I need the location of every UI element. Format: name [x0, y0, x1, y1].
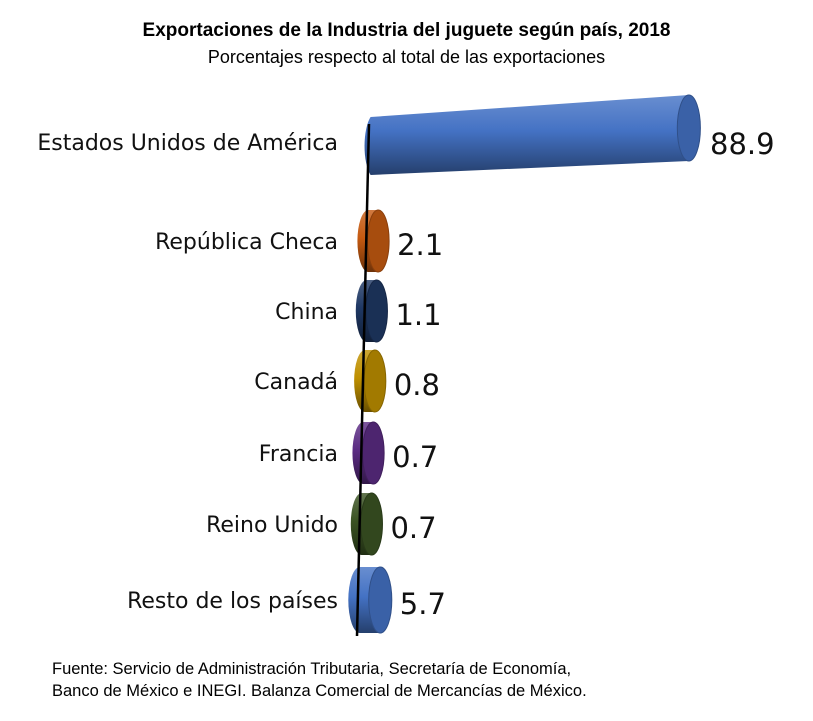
bar-cap — [363, 349, 387, 413]
source-note: Fuente: Servicio de Administración Tribu… — [52, 658, 587, 702]
bar-1 — [357, 209, 390, 273]
category-label: Reino Unido — [206, 513, 338, 538]
value-label: 0.7 — [390, 511, 436, 545]
bar-cap — [360, 492, 383, 556]
bar-4 — [352, 421, 385, 485]
y-axis-line — [355, 123, 371, 637]
bar-cap — [676, 94, 701, 162]
category-label: China — [275, 300, 338, 325]
source-line-2: Banco de México e INEGI. Balanza Comerci… — [52, 682, 587, 700]
bar-cap — [368, 566, 393, 634]
bar-cap — [361, 421, 385, 485]
bar-6 — [348, 566, 393, 634]
chart-title: Exportaciones de la Industria del juguet… — [142, 20, 671, 41]
value-label: 2.1 — [397, 228, 443, 262]
value-label: 1.1 — [395, 298, 441, 332]
bar-body — [364, 95, 689, 175]
bar-2 — [355, 279, 388, 343]
value-label: 0.8 — [394, 368, 440, 402]
category-label: Francia — [259, 442, 338, 467]
value-label: 0.7 — [392, 440, 438, 474]
bar-cap — [365, 279, 388, 343]
value-label: 5.7 — [400, 587, 446, 621]
value-label: 88.9 — [710, 127, 775, 161]
source-line-1: Fuente: Servicio de Administración Tribu… — [52, 660, 572, 678]
category-label: Estados Unidos de América — [37, 131, 338, 156]
category-label: República Checa — [155, 230, 338, 255]
bar-cap — [366, 209, 390, 273]
chart-subtitle: Porcentajes respecto al total de las exp… — [207, 47, 606, 67]
category-label: Canadá — [254, 370, 338, 395]
category-label: Resto de los países — [127, 589, 338, 614]
bar-3 — [354, 349, 387, 413]
bar-5 — [350, 492, 383, 556]
bar-0 — [364, 94, 701, 175]
